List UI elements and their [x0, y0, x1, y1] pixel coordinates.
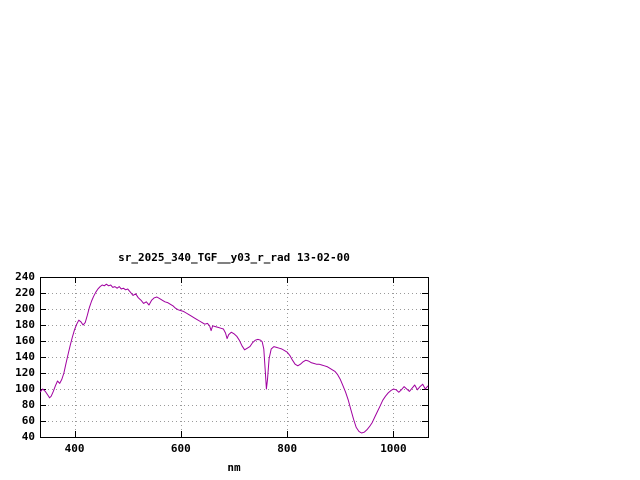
- plot-border: [40, 277, 429, 438]
- y-tick-label: 200: [15, 302, 35, 315]
- y-tick-label: 140: [15, 350, 35, 363]
- y-tick-label: 60: [21, 414, 35, 427]
- chart-title: sr_2025_340_TGF__y03_r_rad 13-02-00: [118, 251, 350, 264]
- y-tick-label: 180: [15, 318, 35, 331]
- y-tick-label: 100: [15, 382, 35, 395]
- x-tick-label: 800: [277, 442, 298, 455]
- x-axis-label: nm: [227, 461, 241, 474]
- y-tick-label: 40: [21, 430, 35, 443]
- y-tick-label: 160: [15, 334, 35, 347]
- y-tick-label: 80: [21, 398, 35, 411]
- y-tick-label: 220: [15, 286, 35, 299]
- x-tick-label: 400: [64, 442, 85, 455]
- y-tick-label: 240: [15, 270, 35, 283]
- y-tick-label: 120: [15, 366, 35, 379]
- x-tick-label: 600: [170, 442, 191, 455]
- data-line: [39, 283, 429, 434]
- x-tick-label: 1000: [380, 442, 407, 455]
